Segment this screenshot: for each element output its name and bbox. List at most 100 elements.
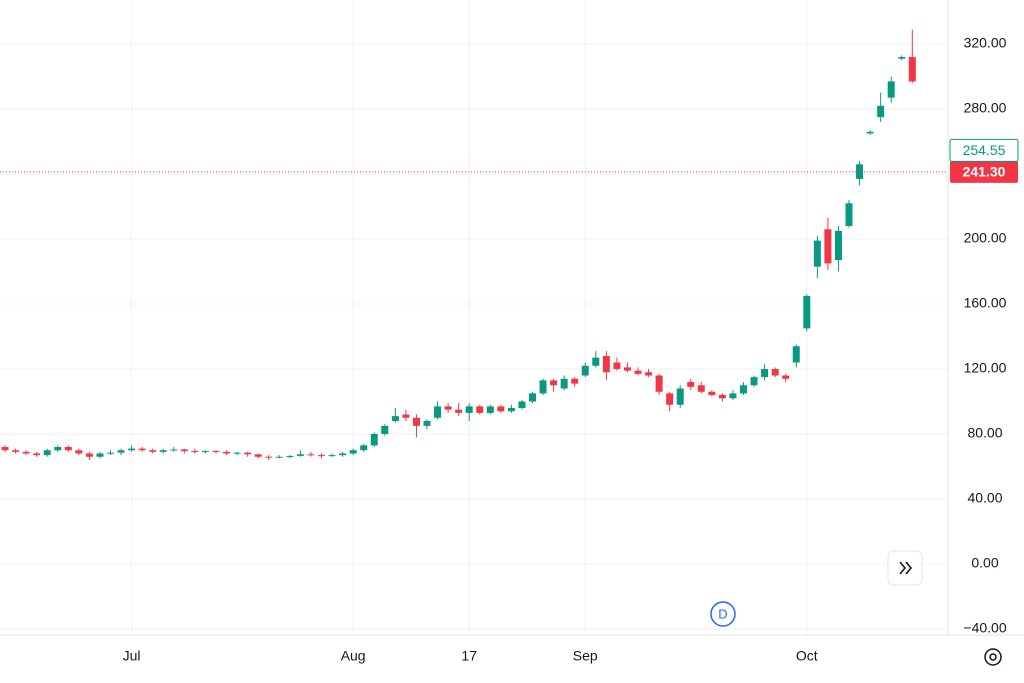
candle-body [159, 450, 167, 452]
candle-body [233, 452, 241, 454]
y-tick-label: 280.00 [964, 100, 1007, 116]
candle-body [486, 406, 494, 413]
settings-icon[interactable] [984, 648, 1002, 666]
candle-body [296, 454, 304, 456]
candle-body [687, 382, 695, 387]
candle-body [107, 452, 114, 454]
candle-body [117, 450, 125, 453]
candle-body [170, 449, 178, 451]
candle-body [581, 365, 589, 376]
settings-center [989, 653, 997, 661]
candle-body [370, 434, 378, 446]
candle-body [328, 455, 336, 457]
candles [0, 29, 948, 461]
candle-body [592, 357, 600, 366]
candle-body [623, 367, 631, 371]
candle-body [708, 391, 716, 396]
settings-ring[interactable] [984, 648, 1002, 666]
reference-price-label: 254.55 [963, 142, 1006, 158]
candle-body [560, 378, 568, 389]
candle-body [434, 406, 442, 418]
candle-body [866, 131, 874, 134]
candle-body [602, 356, 610, 373]
candle-body [244, 452, 252, 455]
candle-body [655, 375, 663, 392]
y-tick-label: 40.00 [967, 490, 1002, 506]
candle-body [360, 445, 368, 451]
y-tick-label: 200.00 [964, 230, 1007, 246]
candle-body [423, 421, 431, 426]
candle-body [212, 451, 220, 453]
candle-body [613, 362, 621, 370]
candle-body [75, 450, 83, 454]
candle-body [845, 203, 853, 227]
scroll-icon [899, 561, 913, 575]
candle-body [518, 401, 526, 409]
candle-body [339, 453, 347, 456]
candle-body [645, 372, 653, 376]
y-tick-label: −40.00 [963, 620, 1006, 636]
candle-body [476, 406, 484, 413]
candle-body [465, 406, 473, 413]
candle-body [12, 450, 20, 452]
y-tick-label: 320.00 [964, 35, 1007, 51]
candle-body [54, 447, 62, 451]
candle-body [666, 393, 674, 405]
x-tick-label: Aug [341, 648, 366, 664]
y-tick-label: 120.00 [964, 360, 1007, 376]
candle-body [792, 346, 800, 363]
candle-body [761, 369, 769, 378]
x-tick-label: Sep [573, 648, 598, 664]
event-marker[interactable]: D [718, 606, 727, 621]
candle-body [149, 450, 157, 452]
candle-body [201, 451, 209, 453]
candle-body [22, 451, 30, 454]
axes: −40.00 0.00 40.00 80.00 120.00 160.00 200.00 24… [123, 35, 1019, 664]
y-tick-label: 160.00 [964, 295, 1007, 311]
x-tick-label: 17 [461, 648, 477, 664]
reference-price-box [949, 138, 1019, 162]
candle-body [412, 417, 420, 426]
candle-body [455, 409, 463, 413]
candle-body [85, 453, 93, 457]
candle-body [782, 375, 790, 379]
candle-body [1, 447, 9, 451]
candle-body [191, 451, 199, 453]
event-marker-circle[interactable] [710, 601, 736, 627]
candle-body [223, 451, 231, 454]
candle-body [856, 164, 864, 179]
candle-body [834, 230, 842, 261]
candle-body [750, 377, 758, 386]
candle-body [318, 455, 325, 457]
candle-body [286, 455, 294, 457]
grid [0, 0, 948, 635]
candle-body [718, 395, 726, 399]
candle-body [729, 393, 737, 399]
x-tick-label: Oct [796, 648, 818, 664]
candle-body [254, 454, 262, 457]
candle-body [571, 378, 579, 384]
candle-body [265, 456, 273, 458]
candle-body [887, 81, 895, 98]
candle-body [43, 450, 51, 456]
candle-body [634, 370, 642, 374]
candle-body [349, 450, 357, 454]
candle-body [381, 425, 389, 435]
candle-body [307, 454, 315, 456]
candle-body [96, 453, 104, 457]
candle-body [697, 385, 705, 392]
candle-body [824, 229, 832, 264]
candle-body [402, 414, 410, 418]
candle-body [803, 295, 811, 329]
candle-body [908, 57, 916, 82]
candle-body [275, 456, 283, 458]
scroll-button[interactable] [887, 550, 923, 586]
y-tick-label: 80.00 [967, 425, 1002, 441]
candle-body [507, 408, 515, 412]
last-price-box [950, 160, 1018, 183]
candle-body [771, 369, 779, 376]
candle-body [529, 393, 536, 402]
candle-body [676, 388, 684, 405]
